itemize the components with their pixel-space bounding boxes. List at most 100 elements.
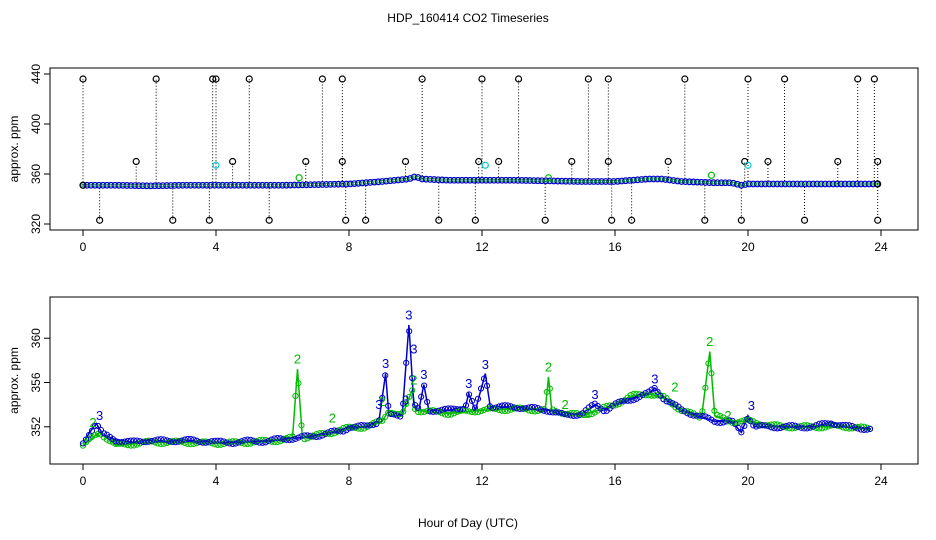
green-series-point xyxy=(133,441,140,448)
blue-series-point xyxy=(403,359,410,366)
green-series-label: 2 xyxy=(562,397,569,412)
baseline-point-inner xyxy=(875,182,879,186)
outlier-low-point xyxy=(205,216,213,224)
green-series-point xyxy=(651,392,658,399)
blue-series-point xyxy=(265,437,272,445)
blue-series-point xyxy=(549,409,556,416)
green-series-point xyxy=(738,418,745,425)
blue-series-point xyxy=(271,435,278,442)
y-tick-label: 360 xyxy=(29,164,43,184)
blue-series-point xyxy=(866,425,874,432)
blue-series-point xyxy=(130,437,137,444)
x-tick-label: 24 xyxy=(874,474,888,488)
blue-series-point xyxy=(424,398,431,406)
blue-series-point xyxy=(765,423,772,430)
blue-series-point xyxy=(175,438,182,445)
blue-series-point xyxy=(172,439,179,446)
blue-series-point xyxy=(495,403,503,410)
blue-series-point xyxy=(711,418,718,425)
outlier-mid-point xyxy=(874,157,882,166)
outlier-mid-point xyxy=(568,157,576,166)
x-tick-label: 4 xyxy=(213,240,220,254)
blue-series-point xyxy=(537,406,544,413)
green-series-point xyxy=(328,430,335,438)
green-series-point xyxy=(501,407,509,415)
blue-series-point xyxy=(471,404,479,411)
blue-series-point xyxy=(702,413,709,420)
blue-series-point xyxy=(391,411,398,418)
y-tick-label: 400 xyxy=(29,114,43,134)
green-series-label: 2 xyxy=(585,405,592,420)
green-series-point xyxy=(546,385,553,392)
blue-series-line xyxy=(82,324,872,444)
blue-series-point xyxy=(136,438,143,445)
endpoint-point xyxy=(79,181,87,189)
blue-series-point xyxy=(433,408,440,415)
x-tick-label: 20 xyxy=(741,474,755,488)
green-series-point xyxy=(379,417,386,424)
outlier-mid-point xyxy=(302,157,310,166)
blue-series-point xyxy=(184,435,191,443)
green-series-point xyxy=(828,422,835,429)
y-tick-label: 352 xyxy=(29,416,43,436)
green-series-point xyxy=(109,439,117,446)
outlier-mid-point xyxy=(604,157,612,166)
blue-series-point xyxy=(88,427,96,434)
green-series-point xyxy=(292,392,299,400)
blue-series-point xyxy=(181,436,188,443)
green-series-point xyxy=(729,419,736,426)
outlier-low-point xyxy=(800,216,809,224)
blue-series-point xyxy=(154,436,161,443)
bottom-panel: 0 4 8 12 16 20 24 352 356 360 approx. ppm 2 2 2 2 2 2 2 2 2… xyxy=(7,296,919,488)
green-series-point xyxy=(421,408,428,415)
blue-series-point xyxy=(723,418,730,425)
green-series-point xyxy=(777,422,784,429)
green-series-point xyxy=(822,424,829,431)
blue-series-point xyxy=(262,439,269,446)
green-series-point xyxy=(486,405,494,412)
blue-series-point xyxy=(459,405,467,413)
blue-series-point xyxy=(842,421,850,429)
blue-series-point xyxy=(792,422,799,429)
green-series-point xyxy=(91,432,99,439)
blue-series-point xyxy=(232,440,239,447)
blue-series-point xyxy=(334,427,341,434)
blue-series-point xyxy=(223,439,230,446)
blue-series-point xyxy=(540,407,547,414)
blue-series-point xyxy=(699,412,706,419)
green-series-point xyxy=(606,402,613,409)
blue-series-point xyxy=(139,438,146,445)
blue-series-point xyxy=(148,438,155,445)
blue-series-point xyxy=(747,418,754,425)
blue-series-point xyxy=(528,403,535,411)
blue-series-point xyxy=(379,394,386,401)
blue-series-point xyxy=(648,386,655,393)
blue-series-label: 3 xyxy=(651,372,658,387)
blue-series-point xyxy=(307,432,314,439)
blue-series-point xyxy=(295,434,302,441)
blue-series-point xyxy=(142,439,149,446)
green-series-point xyxy=(857,423,865,430)
blue-series-point xyxy=(687,411,694,418)
baseline-point xyxy=(414,174,422,181)
blue-series-point xyxy=(612,400,619,407)
x-axis-label: Hour of Day (UTC) xyxy=(418,516,518,530)
green-series-point xyxy=(295,380,302,387)
blue-series-point xyxy=(741,422,748,429)
outlier-high-point xyxy=(681,75,689,83)
blue-series-point xyxy=(244,436,251,443)
green-series-point xyxy=(400,408,407,415)
blue-series-point xyxy=(166,438,173,445)
green-series-label: 2 xyxy=(706,334,713,349)
outlier-low-point xyxy=(608,216,616,224)
blue-series-point xyxy=(519,405,526,412)
blue-series-label: 3 xyxy=(465,376,472,391)
outlier-high-point xyxy=(212,75,220,83)
green-series-point xyxy=(477,408,485,415)
cyan-point xyxy=(481,161,489,169)
blue-series-point xyxy=(361,422,368,429)
green-series-point xyxy=(750,418,757,425)
outlier-mid-point xyxy=(764,157,772,166)
y-tick-label: 360 xyxy=(29,328,43,348)
